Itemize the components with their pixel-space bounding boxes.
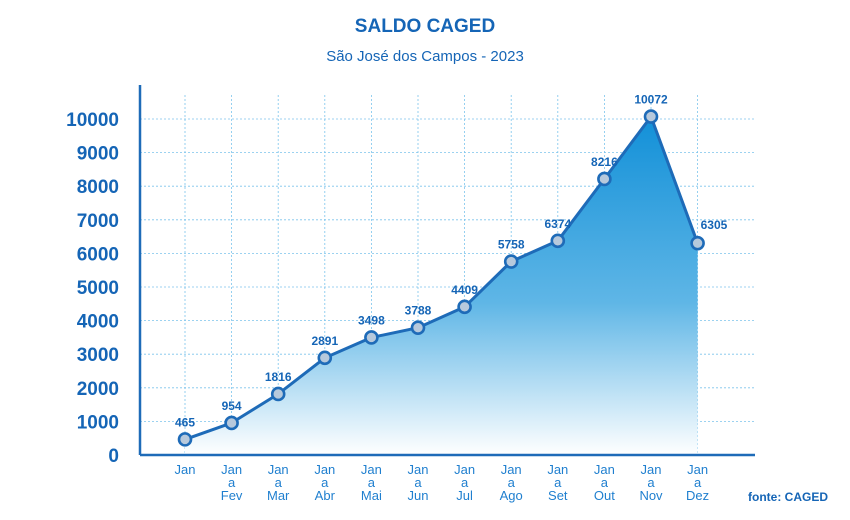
data-point: [550, 233, 566, 249]
y-tick-label: 0: [108, 446, 119, 467]
y-tick-label: 2000: [77, 379, 119, 400]
x-tick-labels: Jan Jan a Fev Jan a Mar Jan a Abr Jan a Mai Jan a Jun Ja…: [175, 462, 710, 503]
data-point: [410, 320, 426, 336]
data-label: 4409: [451, 283, 478, 297]
y-tick-label: 9000: [77, 144, 119, 165]
y-tick-label: 5000: [77, 278, 119, 299]
data-label: 3498: [358, 313, 385, 327]
y-tick-label: 10000: [66, 110, 119, 131]
data-label: 1816: [265, 370, 292, 384]
x-tick-label: Jan: [175, 462, 196, 477]
data-point: [224, 415, 239, 431]
x-tick-label: Jan a Fev: [221, 462, 243, 503]
axes: [138, 85, 755, 457]
data-point: [317, 350, 333, 366]
x-tick-label: Jan a Jun: [408, 462, 429, 503]
data-points: [177, 109, 705, 447]
y-tick-labels: 0 1000 2000 3000 4000 5000 6000 7000 8000 9000 100…: [66, 110, 119, 467]
x-tick-label: Jan a Set: [547, 462, 568, 503]
data-point: [177, 432, 193, 447]
data-label: 10072: [634, 93, 668, 107]
data-point: [364, 330, 379, 345]
x-tick-label: Jan a Abr: [314, 462, 335, 503]
data-label: 6305: [701, 218, 728, 232]
data-label: 5758: [498, 238, 525, 252]
data-label: 3788: [405, 304, 432, 318]
source-note: fonte: CAGED: [748, 490, 828, 504]
y-tick-label: 1000: [77, 412, 119, 433]
data-label: 954: [222, 399, 242, 413]
data-label: 465: [175, 415, 195, 429]
y-tick-label: 7000: [77, 211, 119, 232]
data-point: [597, 171, 612, 187]
x-tick-label: Jan a Dez: [686, 462, 709, 503]
x-tick-label: Jan a Nov: [639, 462, 663, 503]
chart-subtitle: São José dos Campos - 2023: [326, 48, 524, 65]
x-tick-label: Jan a Ago: [500, 462, 523, 503]
area-fill: [185, 116, 698, 455]
data-point: [503, 254, 519, 269]
y-tick-label: 6000: [77, 244, 119, 265]
data-point: [643, 109, 659, 124]
data-label: 8216: [591, 155, 618, 169]
data-label: 6374: [544, 217, 571, 231]
data-point: [690, 235, 705, 251]
y-tick-label: 3000: [77, 345, 119, 366]
data-label: 2891: [311, 334, 338, 348]
data-point: [457, 299, 472, 315]
y-tick-label: 8000: [77, 177, 119, 198]
x-tick-label: Jan a Mai: [361, 462, 382, 503]
x-tick-label: Jan a Jul: [454, 462, 475, 503]
chart-title: SALDO CAGED: [354, 16, 496, 37]
y-tick-label: 4000: [77, 312, 119, 333]
series-line: [184, 115, 700, 441]
x-tick-label: Jan a Mar: [267, 462, 290, 503]
x-tick-label: Jan a Out: [594, 462, 615, 503]
data-labels: 465 954 1816 2891 3498 3788 4409 5758 6374 8216 10…: [175, 93, 728, 430]
data-point: [270, 386, 286, 402]
